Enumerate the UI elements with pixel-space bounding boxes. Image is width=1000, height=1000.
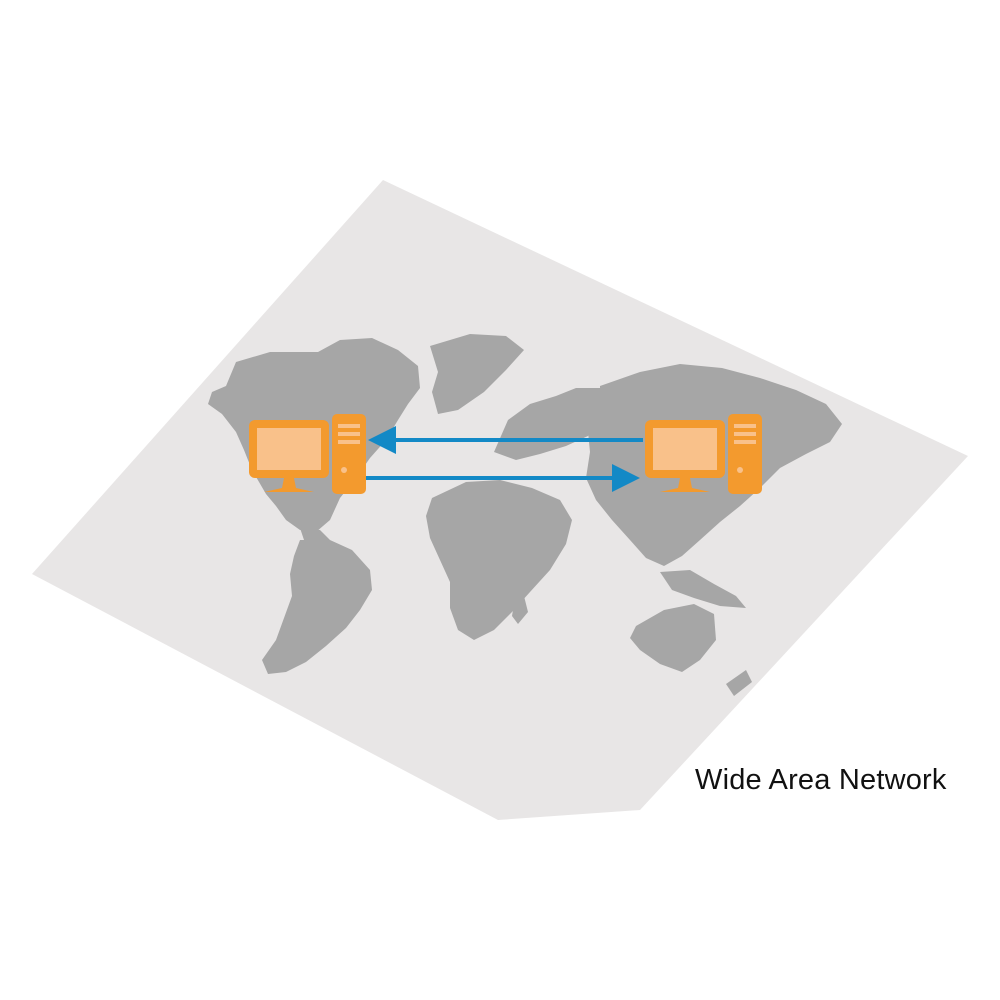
left-tower-slot — [338, 432, 360, 436]
madagascar-landmass — [512, 596, 528, 624]
left-screen — [257, 428, 321, 470]
arrowhead-left — [368, 426, 396, 454]
africa-landmass — [426, 480, 572, 640]
right-tower-slot — [734, 432, 756, 436]
southeast-asia-islands — [660, 570, 746, 608]
right-computer-icon — [645, 414, 762, 494]
right-tower-slot — [734, 424, 756, 428]
diagram-caption: Wide Area Network — [695, 764, 947, 796]
left-tower-slot — [338, 440, 360, 444]
arrowhead-right — [612, 464, 640, 492]
left-tower-slot — [338, 424, 360, 428]
left-tower-button — [341, 467, 347, 473]
right-tower-button — [737, 467, 743, 473]
new-zealand-landmass — [726, 670, 752, 696]
right-screen — [653, 428, 717, 470]
greenland-landmass — [430, 334, 524, 414]
left-monitor-stand — [264, 478, 314, 492]
australia-landmass — [630, 604, 716, 672]
right-tower-slot — [734, 440, 756, 444]
world-map — [208, 334, 842, 696]
south-america-landmass — [262, 540, 372, 674]
data-flow-arrows — [366, 426, 643, 492]
left-computer-icon — [249, 414, 366, 494]
right-monitor-stand — [660, 478, 710, 492]
